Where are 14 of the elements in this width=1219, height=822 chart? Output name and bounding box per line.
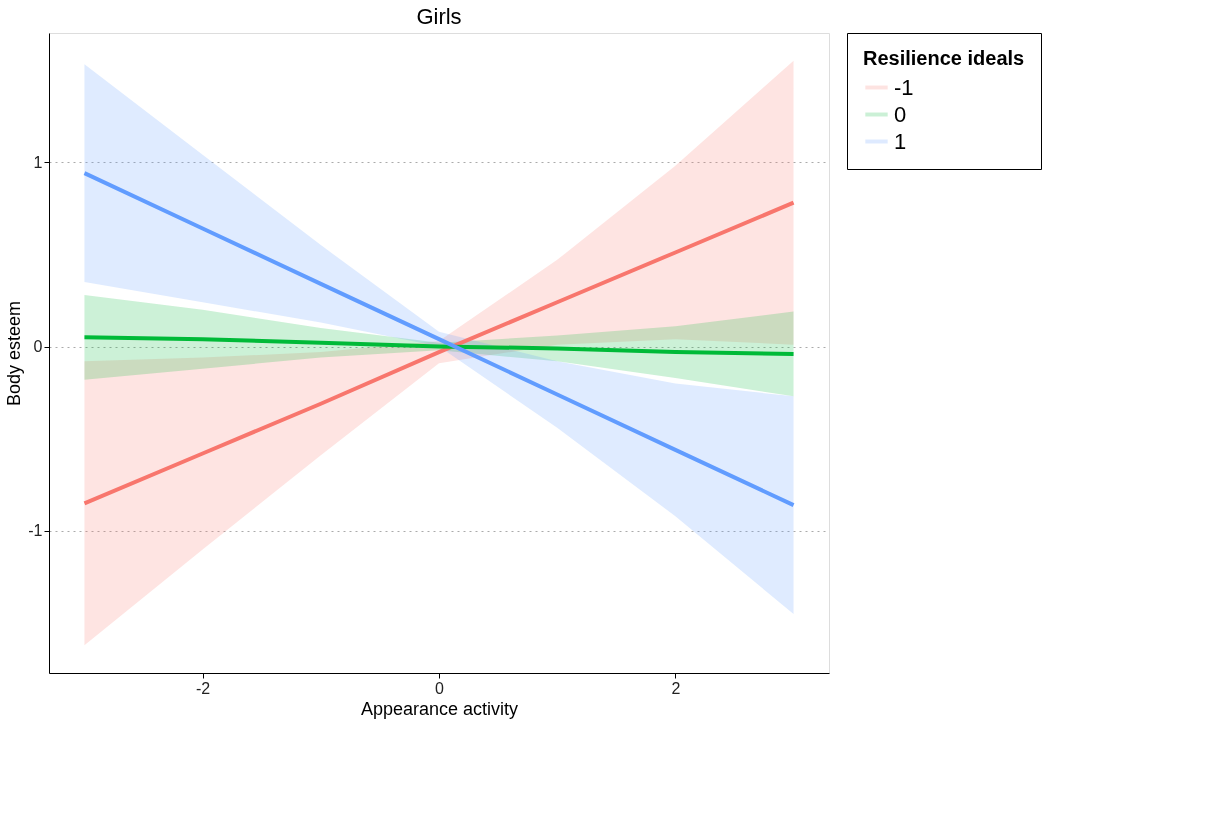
legend-title: Resilience ideals xyxy=(863,47,1025,69)
chart-title: Girls xyxy=(416,3,462,29)
y-tick-label: 1 xyxy=(33,153,43,171)
legend-label: -1 xyxy=(894,74,914,100)
x-tick-label: 0 xyxy=(435,679,445,697)
x-tick-label: -2 xyxy=(196,679,211,697)
x-axis-title: Appearance activity xyxy=(360,698,519,719)
y-axis-title: Body esteem xyxy=(4,300,25,407)
legend-label: 0 xyxy=(894,101,907,127)
legend-label: 1 xyxy=(894,128,907,154)
y-tick-label: -1 xyxy=(28,522,43,540)
y-tick-label: 0 xyxy=(33,338,43,356)
x-tick-label: 2 xyxy=(671,679,681,697)
line-series xyxy=(82,335,796,356)
